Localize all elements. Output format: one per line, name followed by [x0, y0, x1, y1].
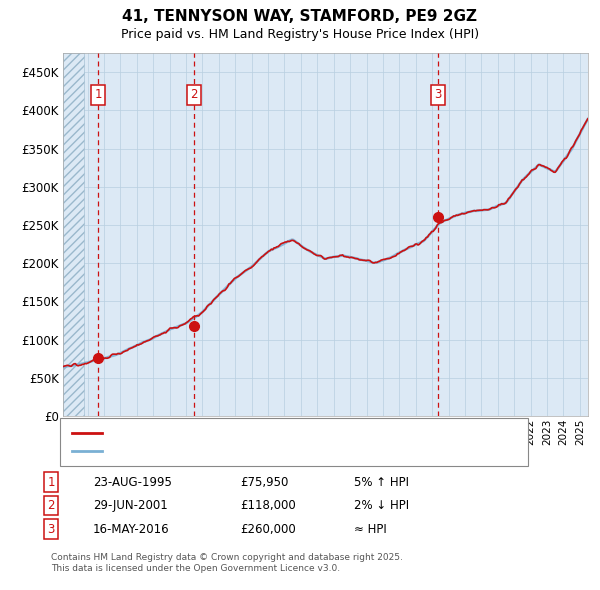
- Text: 2: 2: [190, 88, 198, 101]
- Text: 41, TENNYSON WAY, STAMFORD, PE9 2GZ: 41, TENNYSON WAY, STAMFORD, PE9 2GZ: [122, 9, 478, 24]
- Text: 1: 1: [47, 476, 55, 489]
- Text: HPI: Average price, detached house, South Kesteven: HPI: Average price, detached house, Sout…: [108, 446, 401, 456]
- Text: 3: 3: [47, 523, 55, 536]
- Text: 29-JUN-2001: 29-JUN-2001: [93, 499, 168, 512]
- Text: 2: 2: [47, 499, 55, 512]
- Text: 2% ↓ HPI: 2% ↓ HPI: [354, 499, 409, 512]
- Text: £75,950: £75,950: [240, 476, 289, 489]
- Text: £260,000: £260,000: [240, 523, 296, 536]
- Text: 3: 3: [434, 88, 442, 101]
- Text: 1: 1: [94, 88, 102, 101]
- Text: Price paid vs. HM Land Registry's House Price Index (HPI): Price paid vs. HM Land Registry's House …: [121, 28, 479, 41]
- Text: 23-AUG-1995: 23-AUG-1995: [93, 476, 172, 489]
- Text: Contains HM Land Registry data © Crown copyright and database right 2025.
This d: Contains HM Land Registry data © Crown c…: [51, 553, 403, 573]
- Text: £118,000: £118,000: [240, 499, 296, 512]
- Text: 5% ↑ HPI: 5% ↑ HPI: [354, 476, 409, 489]
- Text: ≈ HPI: ≈ HPI: [354, 523, 387, 536]
- Text: 16-MAY-2016: 16-MAY-2016: [93, 523, 170, 536]
- Text: 41, TENNYSON WAY, STAMFORD, PE9 2GZ (detached house): 41, TENNYSON WAY, STAMFORD, PE9 2GZ (det…: [108, 428, 443, 438]
